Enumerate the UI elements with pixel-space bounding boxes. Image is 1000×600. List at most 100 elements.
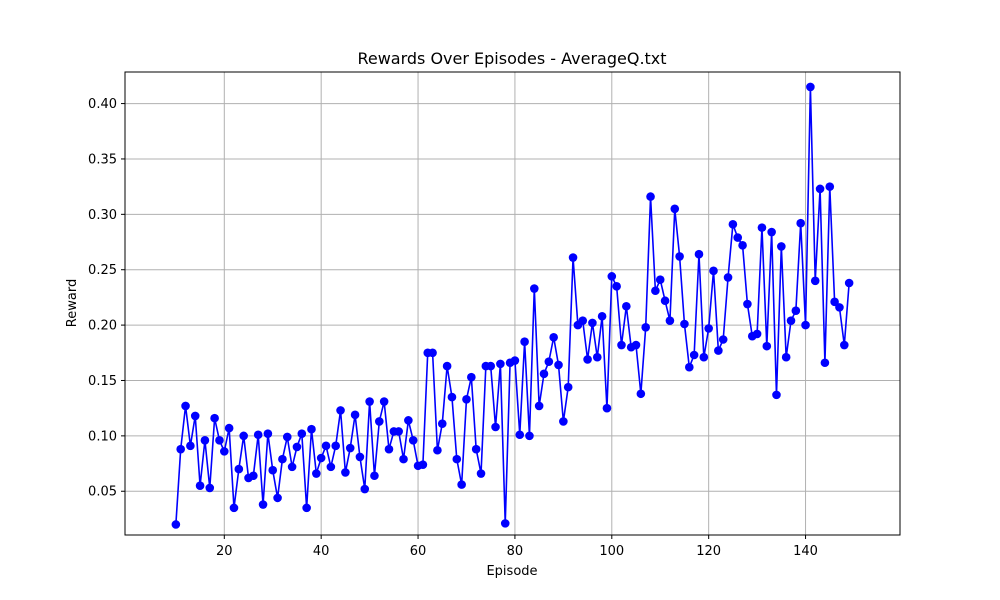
y-tick-label: 0.20	[88, 319, 117, 334]
x-axis-label: Episode	[486, 564, 537, 579]
data-point	[321, 441, 331, 451]
ticks: 20 40 60 80 100 120 140 0.05 0.10 0.15 0.20 0.25 0.3…	[88, 97, 818, 559]
data-point	[331, 441, 341, 451]
data-point	[597, 311, 607, 321]
data-point	[534, 401, 544, 411]
data-point	[680, 319, 689, 329]
data-point	[302, 503, 311, 513]
y-tick-label: 0.15	[88, 374, 117, 389]
data-point	[714, 346, 723, 355]
data-point	[743, 299, 752, 309]
data-point	[220, 447, 229, 456]
data-point	[588, 318, 597, 328]
x-tick-label: 20	[216, 544, 233, 559]
data-point	[297, 429, 307, 438]
data-point	[375, 417, 384, 426]
data-point	[210, 413, 219, 423]
data-point	[786, 316, 796, 325]
data-point	[612, 282, 621, 291]
x-tick-label: 60	[410, 544, 427, 559]
data-point	[602, 403, 612, 413]
data-point	[723, 273, 733, 282]
data-point	[249, 471, 258, 481]
data-point	[583, 355, 592, 364]
data-point	[844, 278, 854, 288]
data-point	[718, 335, 728, 344]
data-point	[200, 436, 210, 445]
data-point	[651, 286, 660, 296]
data-point	[476, 469, 486, 478]
data-point	[772, 390, 781, 400]
data-point	[496, 359, 505, 369]
data-point	[699, 352, 709, 362]
data-point	[830, 297, 839, 307]
y-tick-label: 0.40	[88, 97, 117, 112]
data-point	[312, 469, 321, 478]
data-point	[728, 220, 738, 229]
data-point	[457, 480, 466, 489]
x-tick-label: 80	[507, 544, 524, 559]
data-point	[592, 352, 602, 362]
data-point	[660, 296, 670, 306]
data-point	[622, 301, 631, 311]
x-tick-label: 40	[313, 544, 330, 559]
data-point	[685, 362, 694, 372]
data-point	[641, 323, 650, 332]
data-point	[689, 350, 699, 360]
y-tick-label: 0.10	[88, 429, 117, 444]
data-point	[655, 275, 665, 284]
data-point	[617, 340, 626, 350]
plot-frame	[124, 71, 901, 536]
data-point	[268, 465, 278, 475]
data-point	[287, 462, 297, 472]
data-point	[370, 471, 379, 481]
data-point	[384, 444, 394, 454]
data-point	[806, 82, 815, 92]
data-point	[190, 411, 200, 421]
data-point	[840, 340, 849, 350]
data-point	[733, 233, 743, 242]
data-point	[273, 493, 282, 503]
data-point	[825, 182, 835, 191]
data-point	[757, 223, 767, 232]
y-axis-label: Reward	[65, 279, 80, 327]
data-point	[278, 454, 287, 464]
data-point	[355, 452, 365, 462]
data-point	[442, 361, 452, 371]
y-tick-label: 0.35	[88, 152, 117, 167]
data-point	[810, 276, 820, 286]
data-point	[341, 468, 350, 477]
data-point	[539, 369, 549, 379]
data-point	[205, 483, 215, 493]
data-point	[181, 401, 190, 411]
data-point	[636, 389, 646, 399]
data-point	[447, 392, 457, 402]
data-point	[544, 357, 554, 366]
data-point	[462, 395, 471, 404]
data-point	[399, 454, 408, 464]
data-point	[350, 410, 360, 420]
data-point	[510, 356, 520, 365]
x-tick-label: 140	[793, 544, 818, 559]
data-point	[171, 520, 181, 529]
grid	[125, 72, 900, 535]
data-point	[215, 436, 224, 445]
data-point	[404, 416, 413, 425]
data-point	[694, 249, 704, 259]
data-point	[781, 352, 791, 362]
data-point	[292, 442, 302, 452]
data-point	[224, 423, 234, 433]
data-point	[675, 252, 684, 261]
data-point	[234, 464, 244, 474]
data-point	[486, 361, 496, 371]
data-point	[307, 424, 316, 434]
data-point	[263, 429, 273, 438]
data-point	[433, 445, 442, 455]
data-point	[767, 227, 776, 237]
data-point	[471, 444, 481, 454]
series-layer	[171, 82, 854, 529]
data-point	[394, 427, 403, 436]
data-point	[796, 218, 805, 228]
data-point	[704, 324, 713, 333]
